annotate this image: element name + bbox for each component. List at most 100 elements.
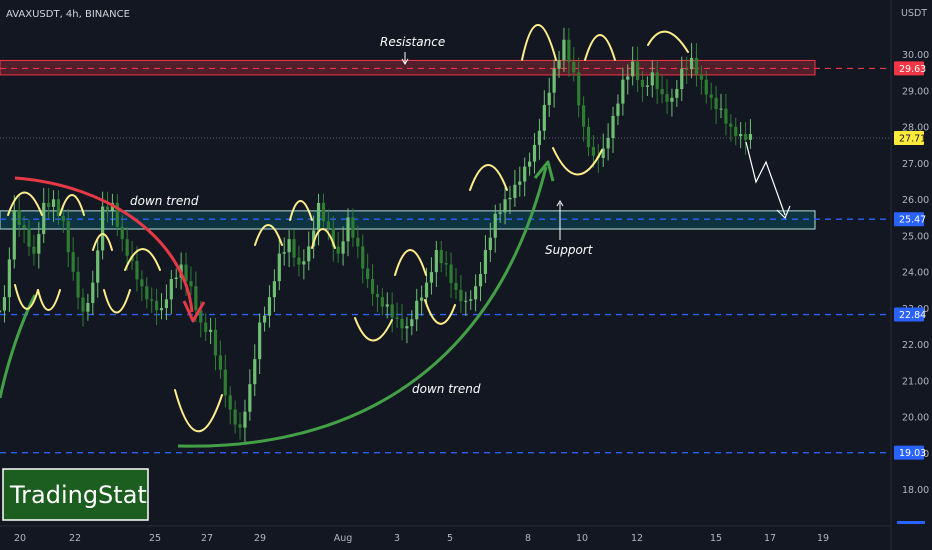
candle-body (616, 103, 620, 116)
candle-body (488, 237, 492, 251)
candle-body (66, 221, 70, 253)
time-tick-label: 20 (14, 533, 26, 544)
candle-body (704, 79, 708, 95)
price-tag-support (894, 212, 924, 227)
candle-body (655, 72, 659, 90)
candle-body (434, 250, 438, 273)
candle-body (248, 384, 252, 412)
candle-body (572, 61, 576, 73)
candle-body (361, 246, 365, 269)
yellow-top-11 (584, 34, 616, 61)
candle-body (7, 259, 11, 298)
candle-body (174, 277, 178, 280)
candle-body (81, 297, 85, 312)
candle-body (464, 300, 468, 302)
down-trend-label-upper: down trend (130, 194, 199, 208)
candle-body (96, 250, 100, 283)
yellow-bottom-7 (552, 147, 603, 176)
green-arrow-head (533, 160, 555, 182)
support-pointer-head (556, 200, 564, 207)
candle-body (635, 61, 640, 81)
price-tag-support (894, 307, 924, 322)
pattern-highlights (7, 24, 689, 433)
candle-body (557, 60, 561, 69)
price-tick-label: 29.00 (902, 86, 929, 97)
price-tick-label: 22.00 (902, 340, 929, 351)
time-tick-label: 15 (710, 533, 722, 544)
candle-body (61, 215, 65, 222)
time-tick-label: 29 (254, 533, 266, 544)
candle-body (199, 310, 203, 323)
candle-body (120, 226, 124, 240)
candle-body (621, 79, 625, 104)
candle-body (444, 263, 448, 265)
yellow-top-7 (311, 228, 336, 249)
yellow-top-6 (289, 200, 313, 221)
candle-body (277, 253, 281, 282)
candle-body (356, 237, 360, 247)
candle-body (454, 283, 458, 290)
candle-body (169, 279, 173, 300)
candle-body (626, 76, 630, 80)
candle-body (459, 289, 463, 302)
time-tick-label: 27 (201, 533, 213, 544)
candle-body (685, 68, 689, 70)
candle-body (670, 97, 674, 102)
candle-body (734, 126, 738, 137)
candle-body (606, 138, 610, 149)
candle-body (150, 299, 154, 301)
candle-body (390, 304, 394, 318)
candle-body (272, 281, 276, 298)
resistance-label: Resistance (380, 35, 445, 49)
yellow-top-9 (469, 164, 508, 191)
yellow-top-2 (59, 194, 85, 216)
candle-body (316, 202, 321, 231)
candle-body (429, 272, 434, 283)
candle-body (380, 297, 384, 307)
yellow-top-1 (7, 191, 43, 216)
time-tick-label: 8 (525, 533, 531, 544)
candle-body (503, 199, 507, 213)
candle-body (262, 315, 267, 323)
currency-label: USDT (901, 8, 927, 19)
candle-body (660, 89, 664, 95)
time-tick-label: 17 (764, 533, 776, 544)
candle-body (581, 105, 586, 127)
candle-body (336, 246, 340, 254)
candle-body (675, 89, 679, 98)
candle-body (562, 39, 566, 61)
down-trend-label-lower: down trend (412, 382, 481, 396)
candle-body (739, 134, 743, 137)
candle-body (238, 424, 242, 428)
candle-body (287, 239, 291, 253)
time-tick-label: 5 (447, 533, 453, 544)
candle-body (194, 286, 198, 311)
yellow-top-12 (647, 30, 689, 53)
candle-body (400, 318, 404, 329)
candle-body (601, 148, 605, 158)
candle-body (302, 261, 306, 265)
candle-body (719, 108, 723, 110)
candle-body (513, 184, 517, 198)
price-tick-label: 25.00 (902, 231, 929, 242)
candle-body (331, 228, 335, 247)
candle-body (32, 246, 36, 254)
support-label: Support (545, 243, 594, 257)
candle-body (292, 239, 296, 258)
candle-body (115, 202, 119, 227)
yellow-bottom-2 (37, 289, 61, 311)
yellow-top-4 (124, 248, 161, 271)
candle-body (410, 319, 414, 327)
candle-body (213, 329, 218, 356)
candle-body (748, 134, 753, 140)
candle-body (474, 286, 478, 300)
candle-body (312, 230, 316, 247)
price-tick-label: 18.00 (902, 485, 929, 496)
price-tag-label: 19.03 (899, 448, 926, 459)
logo-box (2, 468, 149, 521)
candle-body (645, 85, 649, 87)
candle-body (258, 322, 262, 360)
candle-body (22, 225, 26, 229)
projection-arrow-head (776, 205, 791, 220)
